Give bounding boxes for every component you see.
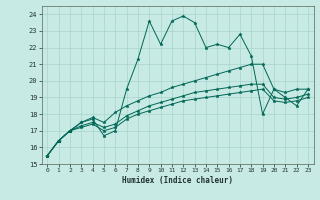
X-axis label: Humidex (Indice chaleur): Humidex (Indice chaleur) [122,176,233,185]
